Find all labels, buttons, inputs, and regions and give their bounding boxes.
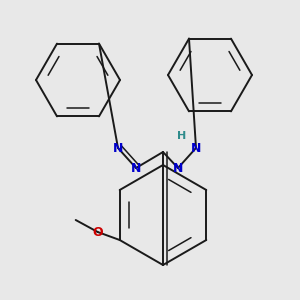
Text: H: H [177, 131, 187, 141]
Text: N: N [113, 142, 123, 154]
Text: O: O [92, 226, 103, 238]
Text: N: N [131, 161, 141, 175]
Text: N: N [173, 161, 183, 175]
Text: N: N [191, 142, 201, 154]
